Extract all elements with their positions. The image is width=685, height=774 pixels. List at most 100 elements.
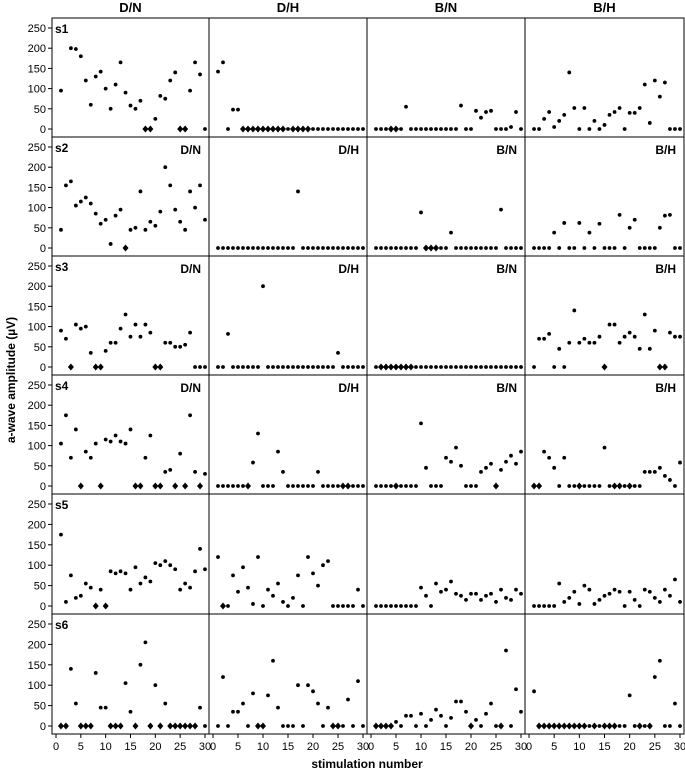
data-point xyxy=(444,127,448,131)
data-point xyxy=(188,88,193,93)
data-point xyxy=(647,589,652,594)
data-point xyxy=(469,246,473,250)
x-axis-title: stimulation number xyxy=(311,757,423,771)
x-tick-label: 0 xyxy=(210,741,216,753)
data-point xyxy=(316,127,320,131)
data-point xyxy=(336,604,340,608)
data-point xyxy=(504,648,508,653)
data-point xyxy=(266,587,270,592)
column-title: B/N xyxy=(435,0,457,15)
data-point xyxy=(673,127,677,131)
data-point xyxy=(306,555,310,559)
data-point xyxy=(657,94,662,99)
data-point xyxy=(128,587,133,592)
data-point xyxy=(351,365,355,369)
data-point-diamond xyxy=(102,602,109,610)
row-label: s2 xyxy=(55,141,69,155)
data-point xyxy=(286,365,290,369)
data-point xyxy=(494,246,498,250)
x-tick-label: 30 xyxy=(199,741,211,753)
data-point xyxy=(399,246,403,250)
data-point xyxy=(489,365,493,369)
data-point xyxy=(351,604,355,608)
data-point xyxy=(663,474,667,478)
data-point xyxy=(326,705,330,710)
data-point xyxy=(489,461,493,466)
data-point xyxy=(399,484,403,488)
data-point xyxy=(168,78,173,83)
y-tick-label: 150 xyxy=(28,420,46,432)
data-point xyxy=(474,365,478,369)
data-point xyxy=(256,431,260,436)
x-tick-label: 30 xyxy=(515,741,527,753)
y-tick-label: 100 xyxy=(28,84,46,96)
data-point xyxy=(489,591,493,596)
data-point-diamond xyxy=(398,363,404,371)
data-point xyxy=(663,587,667,592)
data-point xyxy=(592,602,597,606)
x-tick-label: 5 xyxy=(235,741,241,753)
x-tick-label: 10 xyxy=(415,741,427,753)
panel-label: D/N xyxy=(180,381,201,395)
data-point xyxy=(69,666,73,671)
data-point xyxy=(429,365,433,369)
data-point-diamond xyxy=(536,722,543,730)
data-point xyxy=(168,183,173,188)
data-point xyxy=(474,484,478,488)
panel-grid: 0 50 100 150 200 250 0 50 100 150 200 250 0 50 100 150 2… xyxy=(28,17,685,735)
data-point xyxy=(203,724,207,728)
data-point xyxy=(444,365,448,369)
data-point xyxy=(637,246,642,250)
data-point xyxy=(143,227,148,232)
y-tick-label: 150 xyxy=(28,301,46,313)
data-point xyxy=(494,600,498,604)
data-point xyxy=(379,127,383,131)
data-point xyxy=(577,221,582,225)
data-point xyxy=(499,127,503,131)
data-point xyxy=(449,579,453,584)
data-point xyxy=(374,127,378,131)
data-point xyxy=(557,119,562,123)
data-point-diamond xyxy=(576,482,583,490)
data-point xyxy=(374,246,378,250)
data-point xyxy=(562,112,567,117)
data-point xyxy=(622,484,627,488)
data-point xyxy=(439,484,443,488)
data-point-diamond xyxy=(157,722,164,730)
data-point xyxy=(474,717,478,722)
data-point-diamond xyxy=(393,482,399,490)
data-point xyxy=(163,559,168,564)
data-point xyxy=(652,78,657,83)
data-point xyxy=(193,205,197,210)
x-axis-ticks: 0 5 10 15 20 25 300 5 10 15 20 25 300 5 10 15 20 25 300 5 10… xyxy=(53,734,685,753)
y-tick-label: 200 xyxy=(28,281,46,293)
data-point xyxy=(657,658,662,663)
data-point xyxy=(652,328,657,333)
data-point-diamond xyxy=(300,125,306,133)
data-point xyxy=(64,600,68,604)
data-point xyxy=(642,246,647,250)
data-point-diamond xyxy=(305,125,311,133)
data-point xyxy=(537,127,541,131)
data-point xyxy=(414,127,418,131)
data-point xyxy=(336,350,340,355)
data-point-diamond xyxy=(250,125,256,133)
data-point xyxy=(587,340,592,345)
data-point xyxy=(612,322,617,327)
data-point xyxy=(83,78,88,83)
data-point xyxy=(321,246,325,250)
data-point xyxy=(83,449,88,454)
data-point xyxy=(484,110,488,114)
data-point xyxy=(276,365,280,369)
data-point xyxy=(567,246,572,250)
row-label: s5 xyxy=(55,498,69,512)
data-point xyxy=(236,365,240,369)
data-point xyxy=(597,127,602,131)
data-point xyxy=(153,117,158,121)
y-tick-label: 100 xyxy=(28,560,46,572)
data-point xyxy=(668,212,672,217)
data-point xyxy=(113,433,118,438)
data-point xyxy=(464,709,468,714)
data-point xyxy=(617,340,622,345)
data-point xyxy=(434,581,438,586)
